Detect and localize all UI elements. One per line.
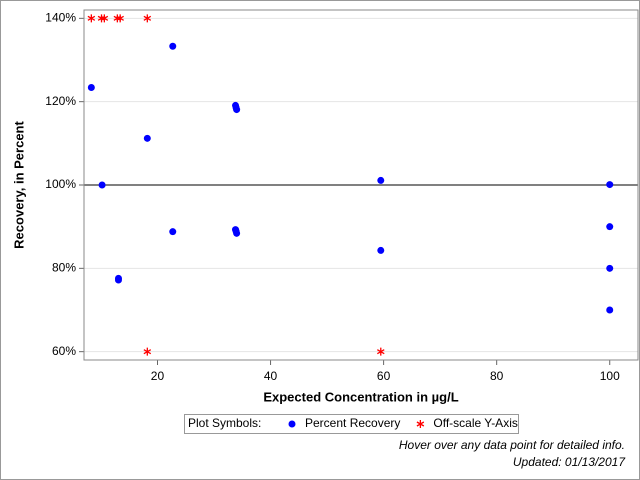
x-tick-label: 40 (264, 369, 278, 383)
legend-label: Off-scale Y-Axis (433, 416, 517, 430)
star-marker[interactable] (100, 14, 109, 23)
star-marker[interactable] (87, 14, 96, 23)
x-tick-label: 100 (600, 369, 620, 383)
point[interactable] (233, 106, 241, 114)
point[interactable] (169, 228, 177, 236)
x-axis-label: Expected Concentration in µg/L (263, 389, 458, 404)
legend-label: Percent Recovery (305, 416, 400, 430)
y-tick-label: 80% (52, 261, 76, 275)
y-axis-label: Recovery, in Percent (11, 121, 26, 249)
star-marker (416, 420, 425, 428)
legend-box (184, 414, 519, 434)
point (288, 420, 296, 428)
x-tick-label: 20 (151, 369, 165, 383)
point[interactable] (87, 84, 95, 91)
star-marker[interactable] (116, 14, 124, 23)
star-marker[interactable] (376, 347, 385, 356)
point[interactable] (169, 42, 177, 50)
point[interactable] (377, 246, 385, 254)
x-tick-label: 60 (377, 369, 391, 383)
point[interactable] (114, 276, 122, 284)
point[interactable] (377, 176, 385, 184)
point[interactable] (98, 181, 106, 189)
x-tick-label: 80 (490, 369, 504, 383)
footnote: Hover over any data point for detailed i… (399, 438, 625, 452)
y-tick-label: 60% (52, 344, 76, 358)
point[interactable] (606, 264, 614, 272)
point[interactable] (143, 134, 151, 142)
star-marker[interactable] (143, 14, 152, 23)
plot-area (83, 9, 639, 361)
y-tick-label: 100% (45, 177, 76, 191)
legend-title: Plot Symbols: (188, 416, 261, 430)
y-tick-label: 140% (45, 11, 76, 25)
star-marker[interactable] (143, 347, 152, 356)
y-tick-label: 120% (45, 94, 76, 108)
point[interactable] (606, 181, 614, 189)
point[interactable] (606, 306, 614, 314)
footnote: Updated: 01/13/2017 (513, 455, 626, 469)
point[interactable] (606, 223, 614, 231)
point[interactable] (233, 229, 241, 237)
